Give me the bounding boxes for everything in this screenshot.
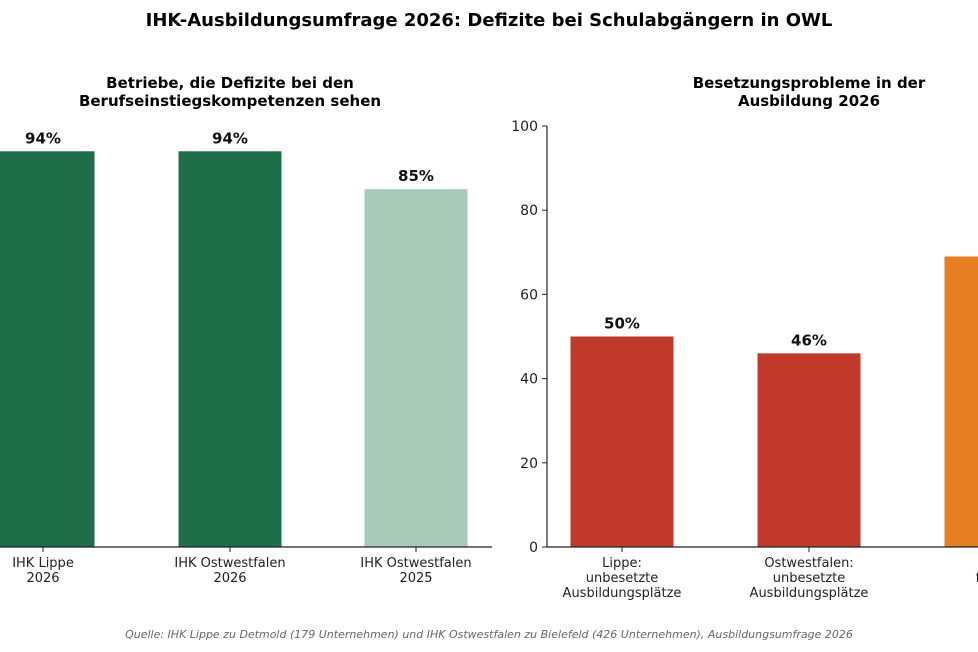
chart-defizite: Betriebe, die Defizite bei denBerufseins…	[0, 74, 492, 586]
bar-value-label: 46%	[791, 331, 827, 349]
bar-value-label: 94%	[212, 129, 248, 147]
y-tick-label: 0	[529, 540, 538, 556]
bar	[570, 336, 674, 547]
source-note: Quelle: IHK Lippe zu Detmold (179 Untern…	[125, 628, 853, 641]
chart-title: Betriebe, die Defizite bei den	[106, 74, 354, 92]
x-tick-label: 2025	[399, 571, 432, 586]
x-tick-label: 2026	[213, 571, 246, 586]
chart-title: Ausbildung 2026	[738, 92, 880, 110]
bar-value-label: 50%	[604, 315, 640, 333]
y-tick-label: 40	[520, 372, 538, 388]
bar	[757, 353, 861, 547]
bar	[944, 256, 978, 547]
x-tick-label: Ostwestfalen:	[764, 556, 853, 571]
bar-value-label: 85%	[398, 167, 434, 185]
x-tick-label: IHK Ostwestfalen	[360, 556, 471, 571]
x-tick-label: unbesetzte	[773, 571, 846, 586]
y-tick-label: 60	[520, 287, 538, 303]
x-tick-label: Ausbildungsplätze	[563, 586, 682, 601]
y-tick-label: 100	[511, 119, 538, 135]
bar-value-label: 94%	[25, 129, 61, 147]
x-tick-label: 2026	[26, 571, 59, 586]
x-tick-label: fehlen	[976, 571, 978, 586]
x-tick-label: Lippe:	[602, 556, 642, 571]
x-tick-label: IHK Lippe	[12, 556, 74, 571]
x-tick-label: Ausbildungsplätze	[750, 586, 869, 601]
x-tick-label: unbesetzte	[586, 571, 659, 586]
x-tick-label: IHK Ostwestfalen	[174, 556, 285, 571]
chart-title: Berufseinstiegskompetenzen sehen	[79, 92, 381, 110]
bar	[364, 189, 468, 547]
bar	[178, 151, 282, 547]
bar	[0, 151, 95, 547]
figure-title: IHK-Ausbildungsumfrage 2026: Defizite be…	[146, 10, 833, 31]
y-tick-label: 20	[520, 456, 538, 472]
y-tick-label: 80	[520, 203, 538, 219]
chart-title: Besetzungsprobleme in der	[693, 74, 926, 92]
